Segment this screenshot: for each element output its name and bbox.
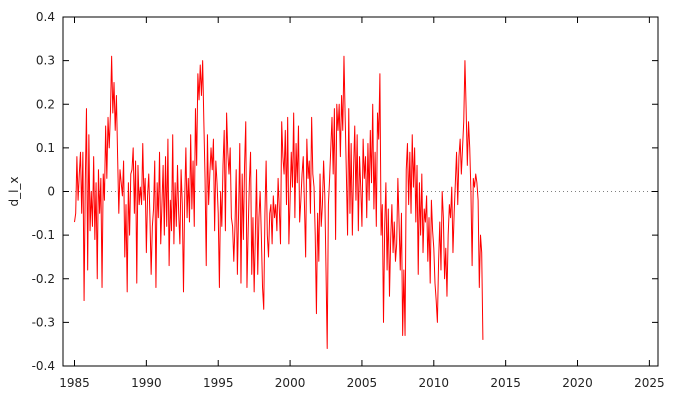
x-tick-label: 2025: [634, 376, 665, 390]
y-tick-label: 0.1: [36, 141, 55, 155]
x-tick-label: 1990: [131, 376, 162, 390]
y-tick-label: 0.4: [36, 10, 55, 24]
x-tick-label: 2015: [490, 376, 521, 390]
y-tick-label: -0.3: [32, 315, 55, 329]
x-axis: 1985 1990 1995 2000 2005 2010 2015 2020 2025: [59, 17, 665, 390]
y-tick-label: 0.2: [36, 97, 55, 111]
y-tick-label: -0.4: [32, 359, 55, 373]
x-tick-label: 2020: [562, 376, 593, 390]
y-tick-label: 0.3: [36, 54, 55, 68]
y-tick-label: 0: [47, 185, 55, 199]
y-axis: -0.4 -0.3 -0.2 -0.1 0 0.1 0.2 0.3 0.4: [32, 10, 658, 373]
series-line: [74, 55, 484, 350]
x-tick-label: 1995: [203, 376, 234, 390]
y-axis-label-group: d_l_x: [7, 176, 21, 206]
y-axis-label: d_l_x: [7, 176, 21, 206]
x-tick-label: 2010: [419, 376, 450, 390]
y-tick-label: -0.1: [32, 228, 55, 242]
x-tick-label: 2005: [347, 376, 378, 390]
x-tick-label: 1985: [59, 376, 90, 390]
x-tick-label: 2000: [275, 376, 306, 390]
y-tick-label: -0.2: [32, 272, 55, 286]
